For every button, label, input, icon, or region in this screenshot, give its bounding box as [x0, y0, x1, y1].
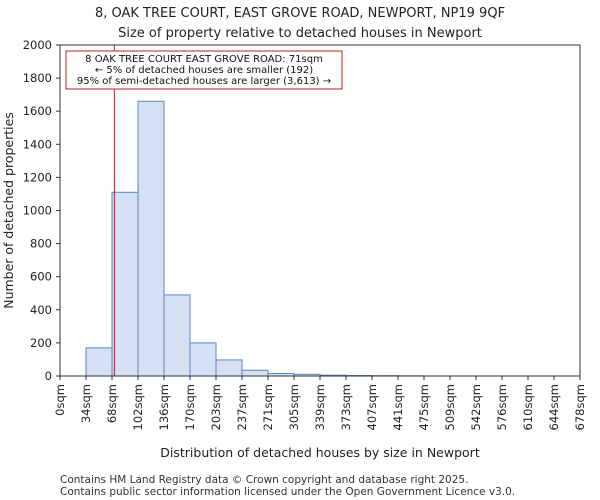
- x-tick-label: 542sqm: [469, 384, 483, 430]
- bar-237sqm: [241, 369, 269, 377]
- annotation-box: 8 OAK TREE COURT EAST GROVE ROAD: 71sqm …: [65, 50, 343, 90]
- x-tick-label: 102sqm: [131, 384, 145, 430]
- x-tick-label: 373sqm: [339, 384, 353, 430]
- footer-line-1: Contains HM Land Registry data © Crown c…: [60, 474, 468, 486]
- x-axis-label: Distribution of detached houses by size …: [160, 445, 480, 460]
- x-tick-label: 34sqm: [79, 384, 93, 423]
- bar-34sqm: [85, 347, 113, 377]
- x-tick-label: 509sqm: [443, 384, 457, 430]
- x-axis-ticks: 0sqm 34sqm 68sqm 102sqm 136sqm 170sqm 203sqm 23…: [53, 376, 587, 430]
- chart-title: 8, OAK TREE COURT, EAST GROVE ROAD, NEWP…: [95, 6, 505, 21]
- y-tick-label: 200: [30, 336, 52, 350]
- y-tick-label: 800: [30, 237, 52, 251]
- annotation-line-3: 95% of semi-detached houses are larger (…: [77, 76, 331, 87]
- bar-203sqm: [215, 359, 243, 377]
- x-tick-label: 170sqm: [183, 384, 197, 430]
- x-tick-label: 0sqm: [53, 384, 67, 416]
- y-tick-label: 0: [45, 369, 52, 383]
- y-tick-label: 1400: [23, 137, 52, 151]
- bars-group: [85, 100, 425, 377]
- x-tick-label: 271sqm: [261, 384, 275, 430]
- y-tick-label: 1800: [23, 71, 52, 85]
- x-tick-label: 237sqm: [235, 384, 249, 430]
- plot-frame: [59, 44, 581, 377]
- y-tick-label: 1000: [23, 204, 52, 218]
- bar-102sqm: [137, 100, 165, 377]
- x-tick-label: 644sqm: [547, 384, 561, 430]
- x-tick-label: 203sqm: [209, 384, 223, 430]
- x-tick-label: 339sqm: [313, 384, 327, 430]
- x-tick-label: 475sqm: [417, 384, 431, 430]
- x-tick-label: 610sqm: [521, 384, 535, 430]
- x-tick-label: 305sqm: [287, 384, 301, 430]
- y-tick-label: 400: [30, 303, 52, 317]
- x-tick-label: 678sqm: [573, 384, 587, 430]
- y-axis-ticks: 0 200 400 600 800 1000 1200 1400 1600 1800 2000: [23, 38, 60, 383]
- annotation-line-1: 8 OAK TREE COURT EAST GROVE ROAD: 71sqm: [85, 54, 323, 65]
- y-tick-label: 1200: [23, 170, 52, 184]
- footer-line-2: Contains public sector information licen…: [60, 486, 515, 498]
- annotation-line-2: ← 5% of detached houses are smaller (192…: [95, 65, 313, 76]
- bar-68sqm: [111, 191, 139, 377]
- bar-136sqm: [163, 294, 191, 377]
- x-tick-label: 441sqm: [391, 384, 405, 430]
- x-tick-label: 68sqm: [105, 384, 119, 423]
- chart-subtitle: Size of property relative to detached ho…: [118, 26, 482, 41]
- y-tick-label: 600: [30, 270, 52, 284]
- x-tick-label: 407sqm: [365, 384, 379, 430]
- x-tick-label: 576sqm: [495, 384, 509, 430]
- y-tick-label: 2000: [23, 38, 52, 52]
- y-axis-label: Number of detached properties: [1, 112, 16, 309]
- bar-170sqm: [189, 342, 217, 377]
- y-tick-label: 1600: [23, 104, 52, 118]
- annotation-frame: [65, 50, 343, 90]
- x-tick-label: 136sqm: [157, 384, 171, 430]
